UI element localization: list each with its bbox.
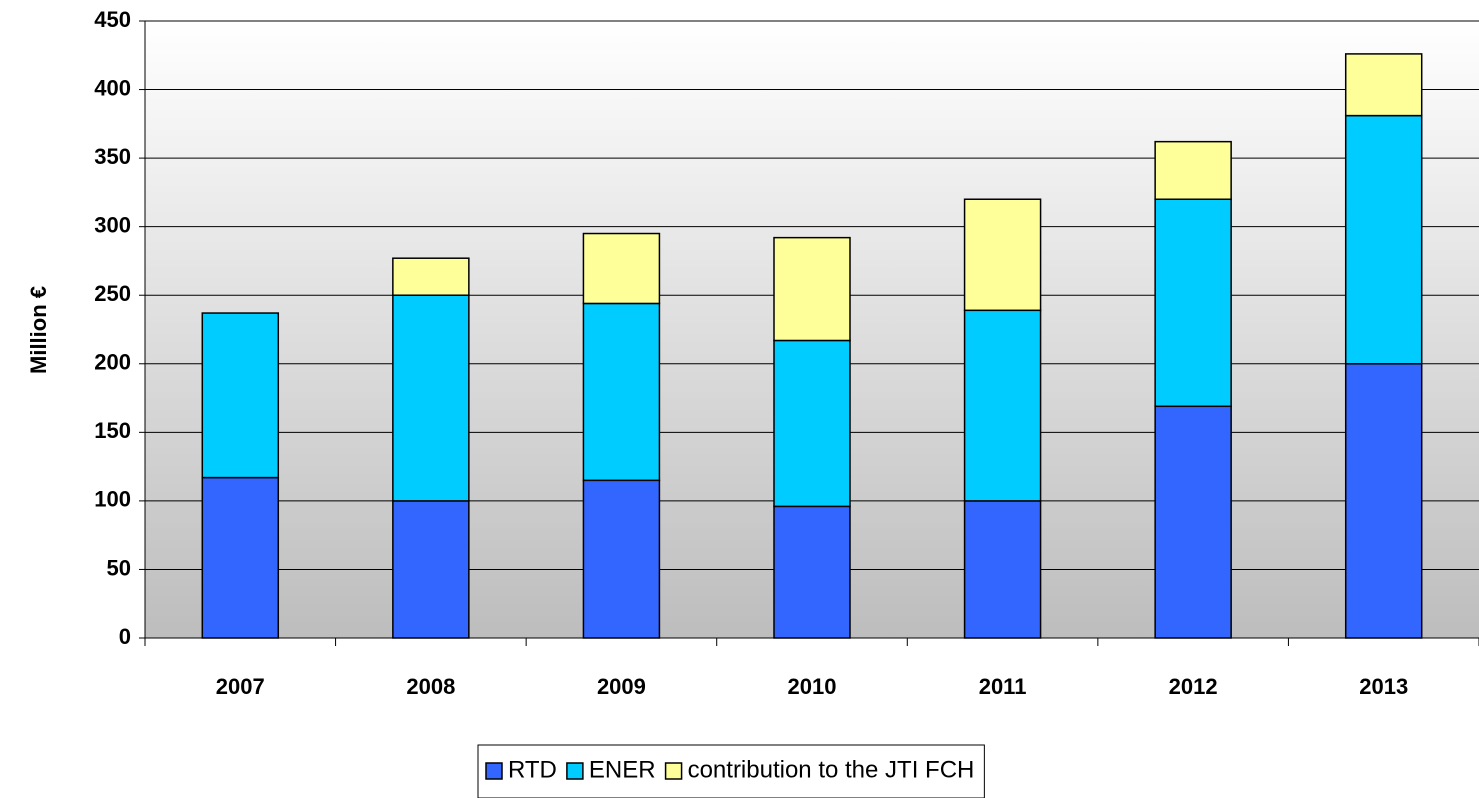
- x-tick-label: 2010: [788, 674, 837, 699]
- bar-segment: [773, 236, 851, 342]
- legend: [477, 744, 985, 798]
- legend-swatch: [664, 762, 683, 780]
- y-tick-label: 150: [94, 418, 131, 443]
- y-tick-label: 350: [94, 144, 131, 169]
- legend-label: contribution to the JTI FCH: [688, 756, 975, 783]
- x-tick-label: 2007: [216, 674, 265, 699]
- x-tick-label: 2011: [979, 674, 1027, 699]
- bar-segment: [1344, 114, 1423, 365]
- y-tick-label: 200: [94, 350, 131, 375]
- bar-segment: [963, 500, 1042, 639]
- y-tick-label: 450: [94, 7, 131, 32]
- x-tick-label: 2008: [406, 674, 455, 699]
- x-tick-label: 2012: [1169, 674, 1218, 699]
- bar-segment: [1344, 53, 1423, 117]
- y-tick-label: 400: [94, 75, 131, 100]
- bar-segment: [1154, 140, 1232, 200]
- bar-segment: [773, 339, 851, 508]
- y-tick-label: 250: [94, 281, 131, 306]
- legend-label: ENER: [589, 756, 656, 783]
- bar-segment: [392, 294, 470, 502]
- legend-label: RTD: [508, 756, 557, 783]
- x-tick-label: 2013: [1359, 674, 1408, 699]
- x-tick-label: 2009: [597, 674, 646, 699]
- bar-segment: [582, 479, 661, 639]
- bar-segment: [963, 198, 1042, 312]
- y-tick-label: 100: [94, 487, 131, 512]
- legend-swatch: [566, 762, 584, 780]
- bar-segment: [392, 500, 470, 639]
- legend-swatch: [485, 762, 503, 780]
- bar-segment: [201, 312, 280, 479]
- y-tick-label: 300: [94, 212, 131, 237]
- bar-segment: [1344, 363, 1423, 639]
- bar-segment: [963, 309, 1042, 502]
- bar-segment: [582, 302, 661, 482]
- bar-segment: [773, 505, 851, 639]
- bar-segment: [1154, 198, 1232, 408]
- bar-segment: [392, 257, 470, 296]
- bar-segment: [201, 476, 280, 639]
- y-axis-label: Million €: [26, 286, 51, 374]
- bar-segment: [582, 232, 661, 305]
- y-tick-label: 50: [107, 555, 131, 580]
- y-tick-label: 0: [119, 624, 131, 649]
- bar-segment: [1154, 405, 1232, 639]
